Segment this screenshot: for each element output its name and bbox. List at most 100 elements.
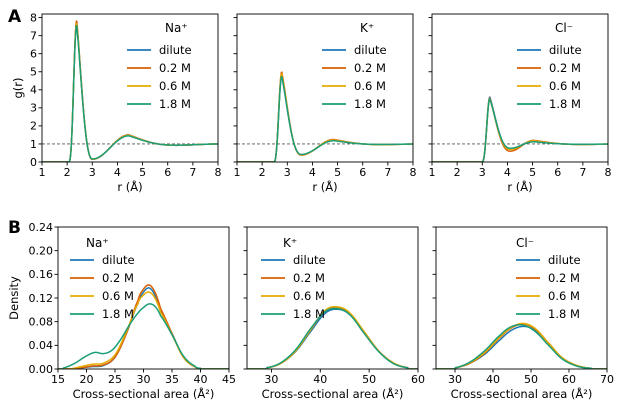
y-tick-label: 2 — [30, 120, 37, 133]
y-tick-label: 0.12 — [29, 292, 54, 305]
y-tick-label: 6 — [30, 48, 37, 61]
legend-label: 1.8 M — [549, 97, 581, 111]
x-tick-label: 4 — [504, 166, 511, 179]
x-tick-label: 7 — [384, 166, 391, 179]
x-tick-label: 2 — [259, 166, 266, 179]
series-line-1p8m — [237, 75, 413, 162]
series-group — [432, 96, 608, 162]
series-line-dilute — [42, 22, 218, 162]
x-tick-label: 70 — [600, 373, 614, 386]
x-tick-label: 6 — [359, 166, 366, 179]
plot-a-k: 1 2 3 4 5 6 7 8 r (Å) K⁺ dilute 0.2 M 0.6 M 1.8 M — [233, 13, 417, 194]
x-tick-label: 7 — [189, 166, 196, 179]
plot-a-cl: 1 2 3 4 5 6 7 8 r (Å) Cl⁻ dilute 0.2 M 0.6 M 1.8 M — [428, 13, 612, 194]
series-line-0p6m — [42, 23, 218, 162]
ion-label: K⁺ — [283, 236, 297, 250]
plot-b-na: 15 20 25 30 35 40 45 0.00 0.04 0.08 0.12 0.16 0.20 0.… — [7, 221, 236, 401]
legend-label: 1.8 M — [102, 307, 134, 321]
axes-frame — [246, 226, 419, 370]
legend-label: dilute — [549, 43, 582, 57]
x-tick-label: 7 — [579, 166, 586, 179]
series-line-1p8m — [58, 303, 229, 369]
x-axis-label: Cross-sectional area (Å²) — [451, 386, 593, 401]
series-line-dilute — [436, 325, 607, 369]
y-tick-label: 8 — [30, 11, 37, 24]
legend-label: 0.2 M — [159, 61, 191, 75]
axes-frame — [57, 226, 230, 370]
x-tick-label: 40 — [313, 373, 327, 386]
x-tick-label: 1 — [39, 166, 46, 179]
x-tick-label: 6 — [554, 166, 561, 179]
ion-label: Cl⁻ — [516, 236, 534, 250]
y-tick-label: 0.24 — [29, 221, 54, 234]
x-tick-label: 60 — [562, 373, 576, 386]
series-line-dilute — [237, 75, 413, 162]
axes-frame — [431, 13, 609, 163]
series-line-dilute — [247, 308, 418, 369]
series-line-0p2m — [436, 323, 607, 369]
legend-label: 0.2 M — [102, 271, 134, 285]
x-tick-label: 50 — [524, 373, 538, 386]
legend-label: dilute — [102, 253, 135, 267]
x-tick-label: 2 — [64, 166, 71, 179]
x-axis-label: r (Å) — [117, 179, 142, 194]
series-group — [247, 305, 418, 369]
x-tick-label: 5 — [334, 166, 341, 179]
x-tick-label: 25 — [108, 373, 122, 386]
y-tick-label: 3 — [30, 102, 37, 115]
y-tick-label: 0 — [30, 156, 37, 169]
x-tick-label: 5 — [529, 166, 536, 179]
series-group — [42, 20, 218, 162]
y-axis-label: g(r) — [11, 77, 25, 98]
legend-label: 0.6 M — [548, 289, 580, 303]
series-line-0p6m — [432, 98, 608, 162]
x-tick-label: 1 — [429, 166, 436, 179]
x-tick-label: 6 — [164, 166, 171, 179]
x-tick-label: 3 — [479, 166, 486, 179]
legend-label: 0.2 M — [549, 61, 581, 75]
y-tick-label: 1 — [30, 138, 37, 151]
x-tick-label: 20 — [80, 373, 94, 386]
x-tick-label: 5 — [139, 166, 146, 179]
ion-label: Na⁺ — [165, 21, 188, 35]
x-axis-label: r (Å) — [312, 179, 337, 194]
legend-label: 1.8 M — [354, 97, 386, 111]
legend-label: dilute — [293, 253, 326, 267]
x-tick-label: 30 — [137, 373, 151, 386]
legend-label: 1.8 M — [548, 307, 580, 321]
y-tick-label: 0.16 — [29, 268, 54, 281]
axes-frame — [236, 13, 414, 163]
legend-label: 1.8 M — [293, 307, 325, 321]
series-group — [237, 71, 413, 162]
legend-label: dilute — [354, 43, 387, 57]
y-tick-label: 5 — [30, 66, 37, 79]
legend-label: 0.2 M — [548, 271, 580, 285]
x-tick-label: 4 — [309, 166, 316, 179]
x-tick-label: 2 — [454, 166, 461, 179]
ion-label: Cl⁻ — [555, 21, 573, 35]
x-tick-label: 30 — [448, 373, 462, 386]
series-line-0p2m — [432, 97, 608, 162]
series-group — [436, 322, 607, 369]
legend-label: 0.6 M — [159, 79, 191, 93]
y-axis-label: Density — [7, 276, 21, 320]
legend-label: 0.6 M — [549, 79, 581, 93]
ion-label: K⁺ — [360, 21, 374, 35]
axes-frame — [41, 13, 219, 163]
x-tick-label: 8 — [410, 166, 417, 179]
legend-label: dilute — [548, 253, 581, 267]
ion-label: Na⁺ — [86, 236, 109, 250]
legend-label: 1.8 M — [159, 97, 191, 111]
y-tick-label: 4 — [30, 84, 37, 97]
legend-label: 0.2 M — [293, 271, 325, 285]
series-group — [58, 284, 229, 369]
series-line-1p8m — [247, 307, 418, 369]
x-tick-label: 40 — [194, 373, 208, 386]
x-tick-label: 45 — [222, 373, 236, 386]
x-tick-label: 8 — [215, 166, 222, 179]
legend-label: dilute — [159, 43, 192, 57]
legend-label: 0.6 M — [354, 79, 386, 93]
x-tick-label: 3 — [284, 166, 291, 179]
legend-label: 0.2 M — [354, 61, 386, 75]
